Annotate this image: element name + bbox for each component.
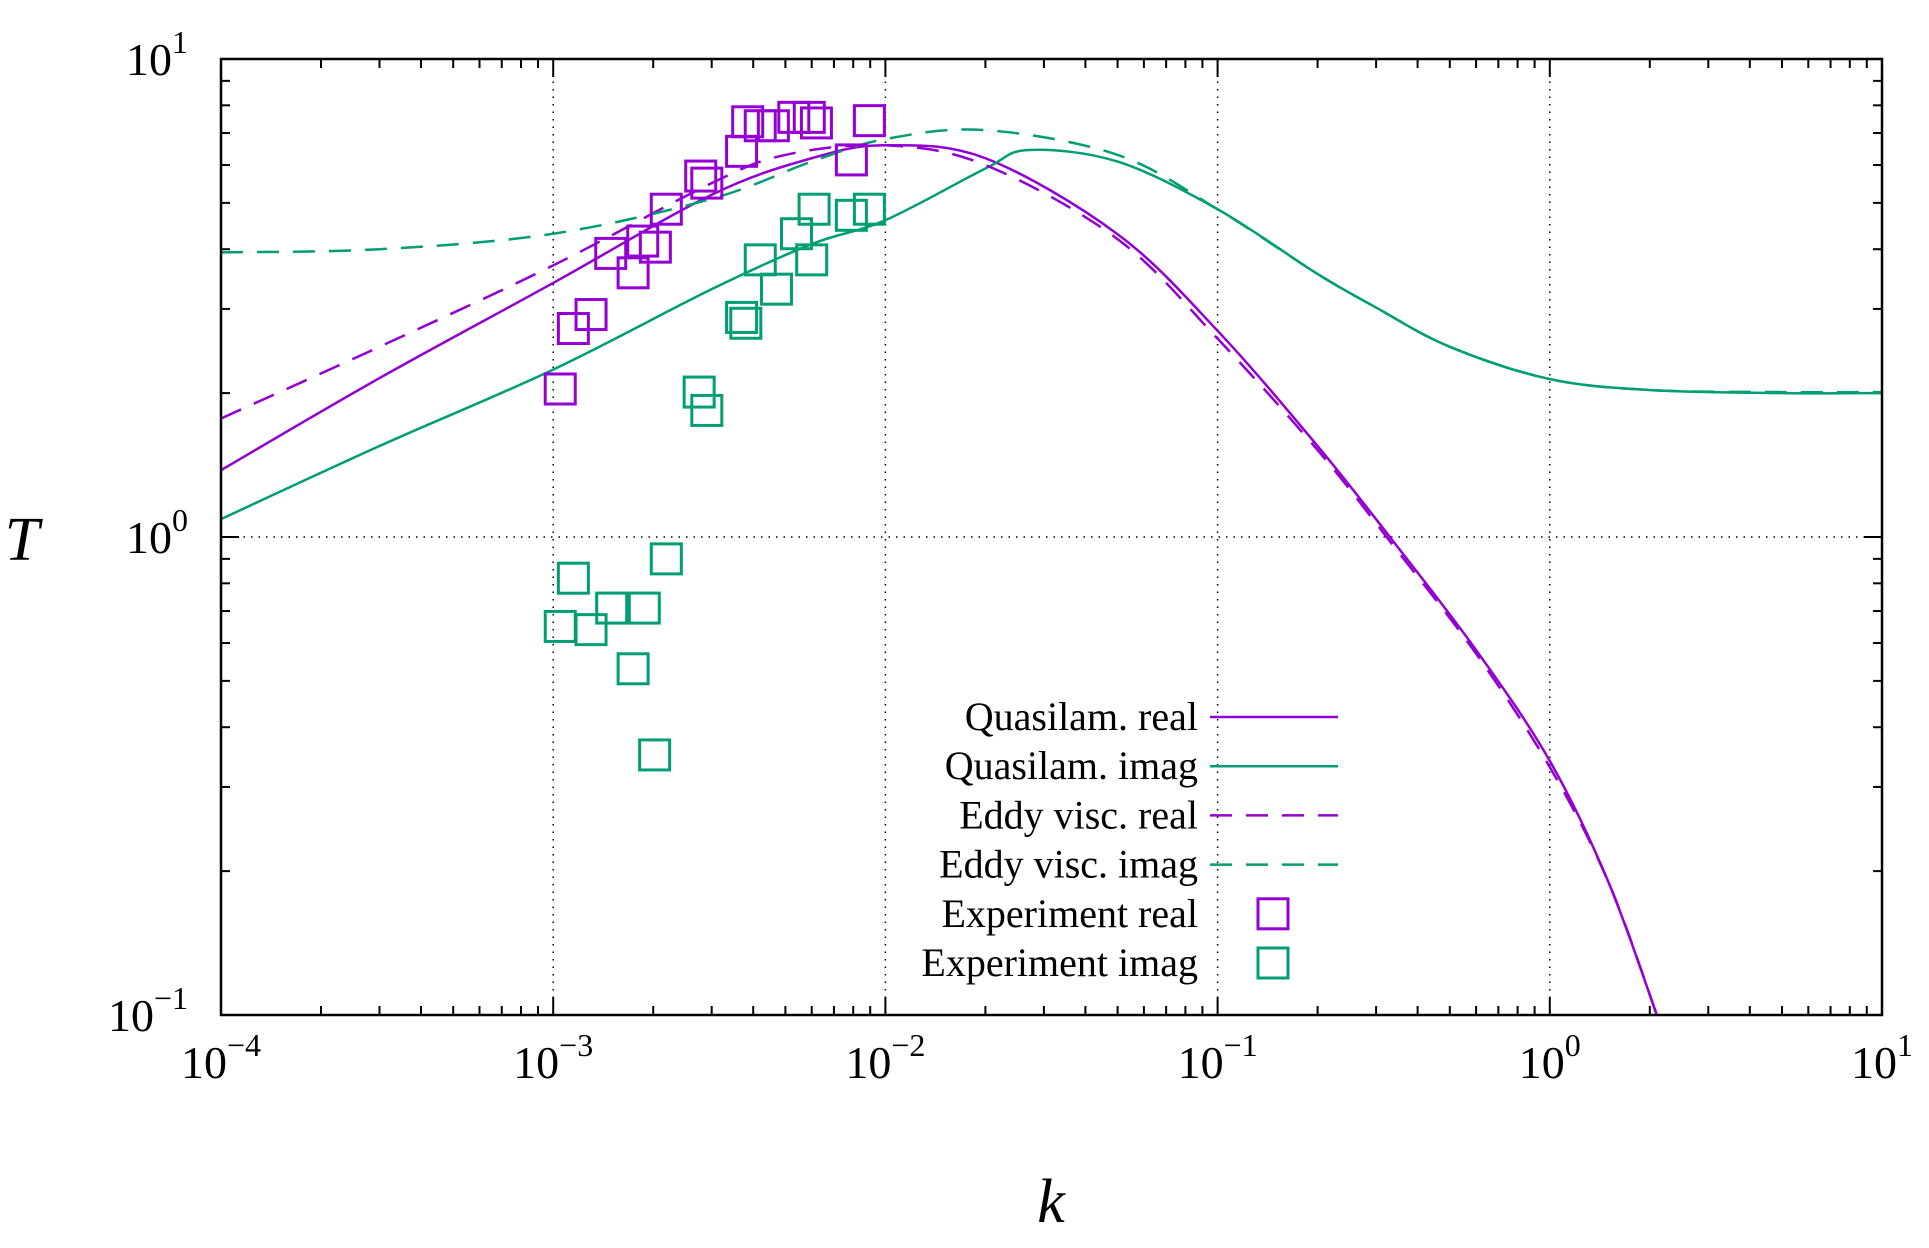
data-point-experiment-imag [682,375,716,409]
data-point-experiment-real [543,372,577,406]
x-tick-label: 101 [1851,1027,1913,1088]
y-tick-label: 10−1 [108,980,188,1041]
legend-swatch [1256,897,1290,931]
data-point-experiment-real [834,143,868,177]
legend-label: Quasilam. real [965,694,1198,739]
data-point-experiment-imag [627,591,661,625]
data-point-experiment-real [649,192,683,226]
data-point-experiment-real [756,109,790,143]
data-point-experiment-imag [834,198,868,232]
data-point-experiment-real [684,159,718,193]
data-point-experiment-real [574,298,608,332]
series-line-quasilam-imag [221,148,1882,521]
data-point-experiment-imag [795,243,829,277]
ticks [220,58,1883,1016]
legend-label: Experiment real [941,891,1198,936]
data-point-experiment-imag [649,542,683,576]
data-point-experiment-imag [852,192,886,226]
legend-label: Experiment imag [921,940,1198,985]
data-point-experiment-imag [690,393,724,427]
x-tick-label: 10−3 [513,1027,593,1088]
y-tick-label: 100 [126,502,188,563]
legend-label: Quasilam. imag [945,743,1198,788]
x-tick-label: 10−4 [181,1027,261,1088]
y-tick-label: 101 [126,24,188,85]
data-point-experiment-imag [729,306,763,340]
x-axis-label: k [1037,1168,1066,1236]
tick-labels: 10−4 10−3 10−2 10−1 100 101 10−1 100 101 [108,24,1913,1088]
data-point-experiment-imag [759,272,793,306]
y-axis-label: T [5,506,44,574]
data-point-experiment-real [792,100,826,134]
data-point-experiment-imag [797,192,831,226]
data-point-experiment-imag [616,652,650,686]
x-tick-label: 10−1 [1178,1027,1258,1088]
data-point-experiment-real [616,256,650,290]
series-line-eddy-visc-imag [221,128,1882,394]
data-point-experiment-imag [725,300,759,334]
plot-frame [219,57,1884,1017]
data-point-experiment-imag [595,591,629,625]
data-point-experiment-real [731,105,765,139]
plot-area [221,100,1882,1015]
data-point-experiment-real [638,230,672,264]
data-point-experiment-imag [543,609,577,643]
data-point-experiment-real [626,224,660,258]
x-tick-label: 10−2 [845,1027,925,1088]
legend-label: Eddy visc. imag [939,842,1198,887]
data-point-experiment-imag [556,561,590,595]
legend-label: Eddy visc. real [959,792,1198,837]
data-point-experiment-real [799,106,833,140]
legend-swatch [1256,946,1290,980]
x-tick-label: 100 [1519,1027,1581,1088]
data-point-experiment-imag [638,738,672,772]
data-point-experiment-real [690,166,724,200]
data-point-experiment-real [852,104,886,138]
series-line-eddy-visc-real [221,143,1659,1015]
series-line-quasilam-real [221,143,1659,1015]
data-point-experiment-real [594,236,628,270]
data-point-experiment-imag [574,613,608,647]
